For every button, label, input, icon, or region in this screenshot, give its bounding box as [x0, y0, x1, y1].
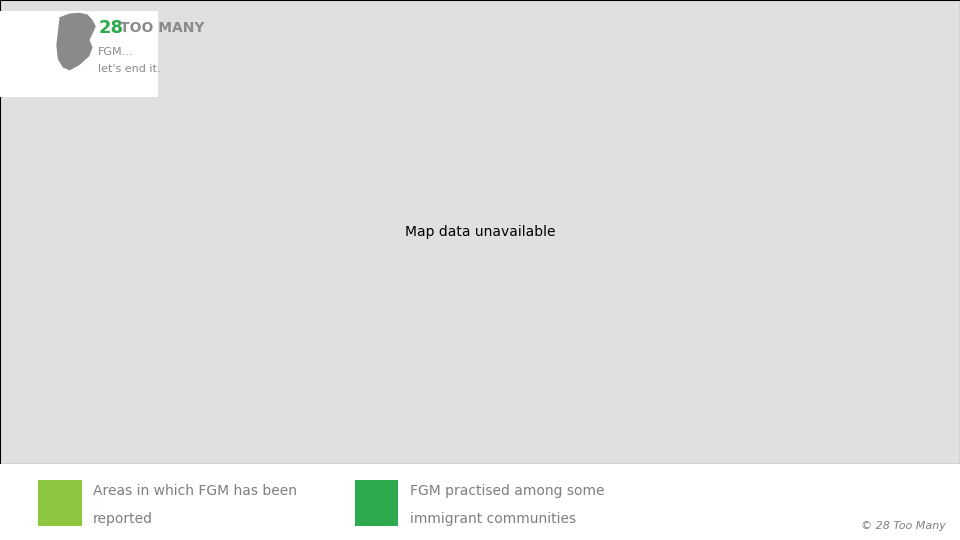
Text: Areas in which FGM has been: Areas in which FGM has been [93, 484, 298, 498]
Text: 28: 28 [98, 19, 123, 37]
Text: reported: reported [93, 512, 154, 526]
Text: FGM practised among some: FGM practised among some [410, 484, 605, 498]
Polygon shape [57, 14, 95, 70]
Text: let's end it.: let's end it. [98, 64, 160, 73]
Text: TOO MANY: TOO MANY [120, 21, 204, 35]
FancyBboxPatch shape [355, 480, 398, 526]
Text: Map data unavailable: Map data unavailable [405, 225, 555, 239]
Text: © 28 Too Many: © 28 Too Many [861, 521, 946, 531]
Text: FGM...: FGM... [98, 48, 133, 57]
Text: immigrant communities: immigrant communities [410, 512, 576, 526]
FancyBboxPatch shape [38, 480, 82, 526]
